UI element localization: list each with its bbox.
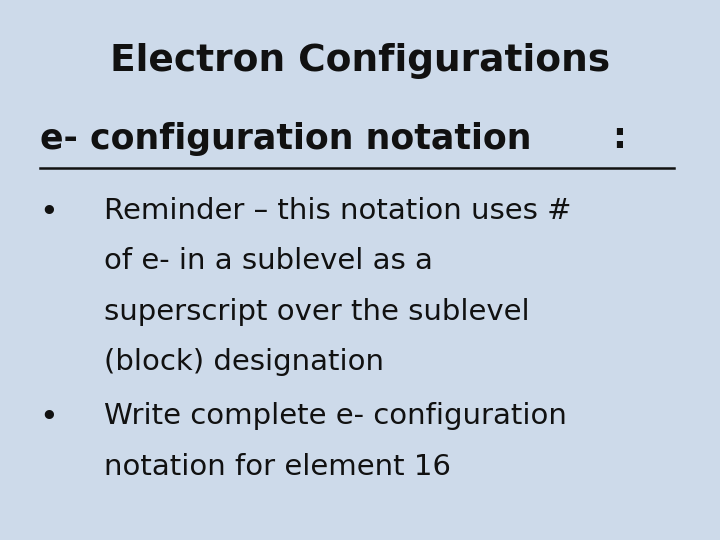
Text: •: • [40,197,58,228]
Text: superscript over the sublevel: superscript over the sublevel [104,298,530,326]
Text: e- configuration notation: e- configuration notation [40,122,531,156]
Text: (block) designation: (block) designation [104,348,384,376]
Text: Reminder – this notation uses #: Reminder – this notation uses # [104,197,572,225]
Text: of e- in a sublevel as a: of e- in a sublevel as a [104,247,433,275]
Text: Write complete e- configuration: Write complete e- configuration [104,402,567,430]
Text: :: : [612,122,626,156]
Text: notation for element 16: notation for element 16 [104,453,451,481]
Text: Electron Configurations: Electron Configurations [110,43,610,79]
Text: •: • [40,402,58,433]
